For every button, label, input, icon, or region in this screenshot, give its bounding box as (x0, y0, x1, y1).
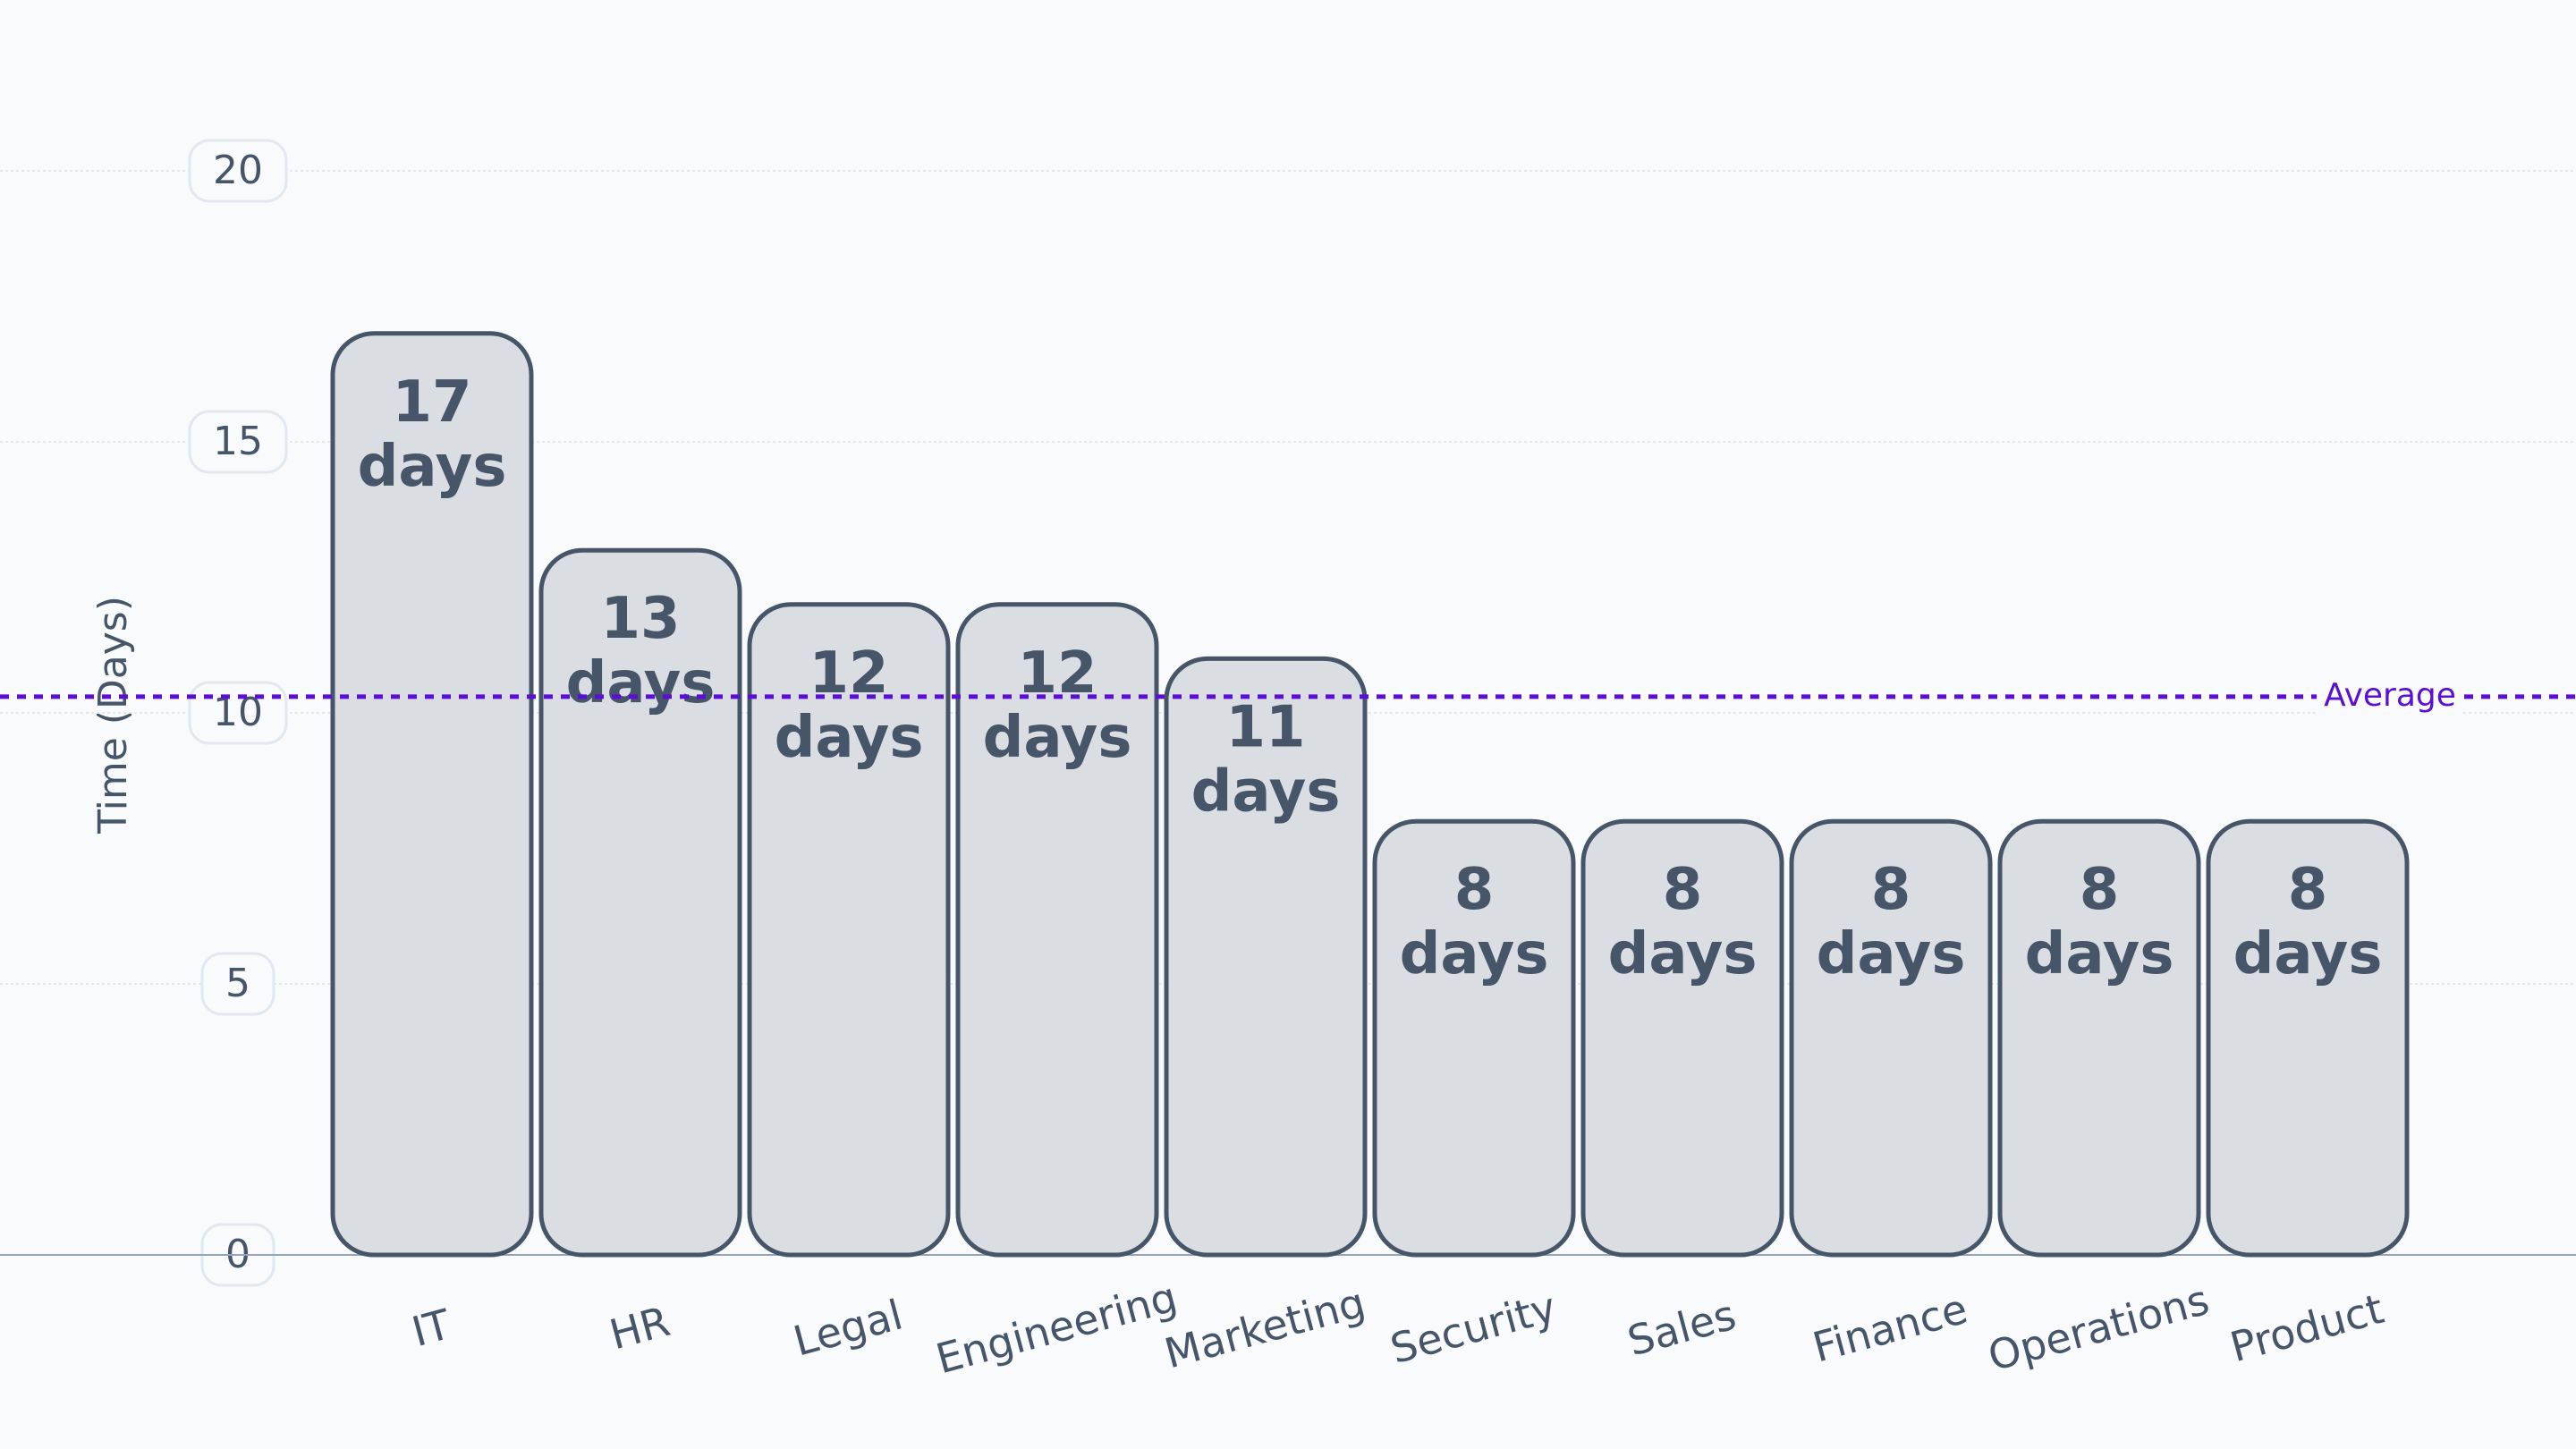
y-tick-label: 5 (225, 961, 250, 1006)
bar-value-label: 8 days (1817, 857, 1966, 987)
bar-value-line: 8 (1871, 857, 1911, 923)
bar-value-label: 12 days (983, 640, 1132, 770)
bar-value-line: days (566, 650, 716, 716)
bar-value-label: 13 days (566, 586, 716, 716)
bar (1580, 818, 1784, 1258)
bar-value-line: 8 (2288, 857, 2328, 923)
bar-value-label: 8 days (1400, 857, 1549, 987)
bar (955, 602, 1159, 1258)
bar (1789, 818, 1993, 1258)
bar-value-line: 8 (2080, 857, 2120, 923)
bar (747, 602, 951, 1258)
bar-value-line: 13 (600, 586, 680, 652)
y-tick-pill (188, 139, 288, 203)
bar-value-line: 17 (392, 369, 471, 435)
bar-value-label: 8 days (2233, 857, 2383, 987)
bar (1164, 656, 1368, 1258)
bar-value-line: days (358, 433, 507, 499)
bar (1997, 818, 2201, 1258)
bar-value-line: days (2025, 921, 2174, 987)
average-label: Average (2324, 677, 2456, 714)
y-tick-pill (188, 410, 288, 474)
bar (330, 331, 534, 1258)
bar-value-label: 11 days (1191, 694, 1341, 825)
bar-value-line: days (1817, 921, 1966, 987)
bar (1372, 818, 1576, 1258)
bar-value-label: 17 days (358, 369, 507, 499)
y-axis-label: Time (Days) (90, 596, 136, 835)
bar-value-line: 8 (1454, 857, 1495, 923)
bar-value-line: 8 (1663, 857, 1703, 923)
bar-value-line: days (983, 704, 1132, 770)
y-tick-label: 15 (213, 419, 263, 464)
bar (538, 547, 742, 1258)
bar (2206, 818, 2410, 1258)
bar-value-label: 8 days (2025, 857, 2174, 987)
y-tick-label: 20 (213, 148, 263, 193)
average-label-bg (2317, 676, 2463, 714)
bar-value-line: days (775, 704, 924, 770)
bar-value-line: days (1608, 921, 1758, 987)
bar-value-line: 11 (1225, 694, 1305, 760)
bar-value-line: days (1191, 758, 1341, 825)
y-tick-pill (200, 952, 275, 1016)
bar-value-label: 8 days (1608, 857, 1758, 987)
bar-value-line: days (2233, 921, 2383, 987)
bar-value-line: days (1400, 921, 1549, 987)
